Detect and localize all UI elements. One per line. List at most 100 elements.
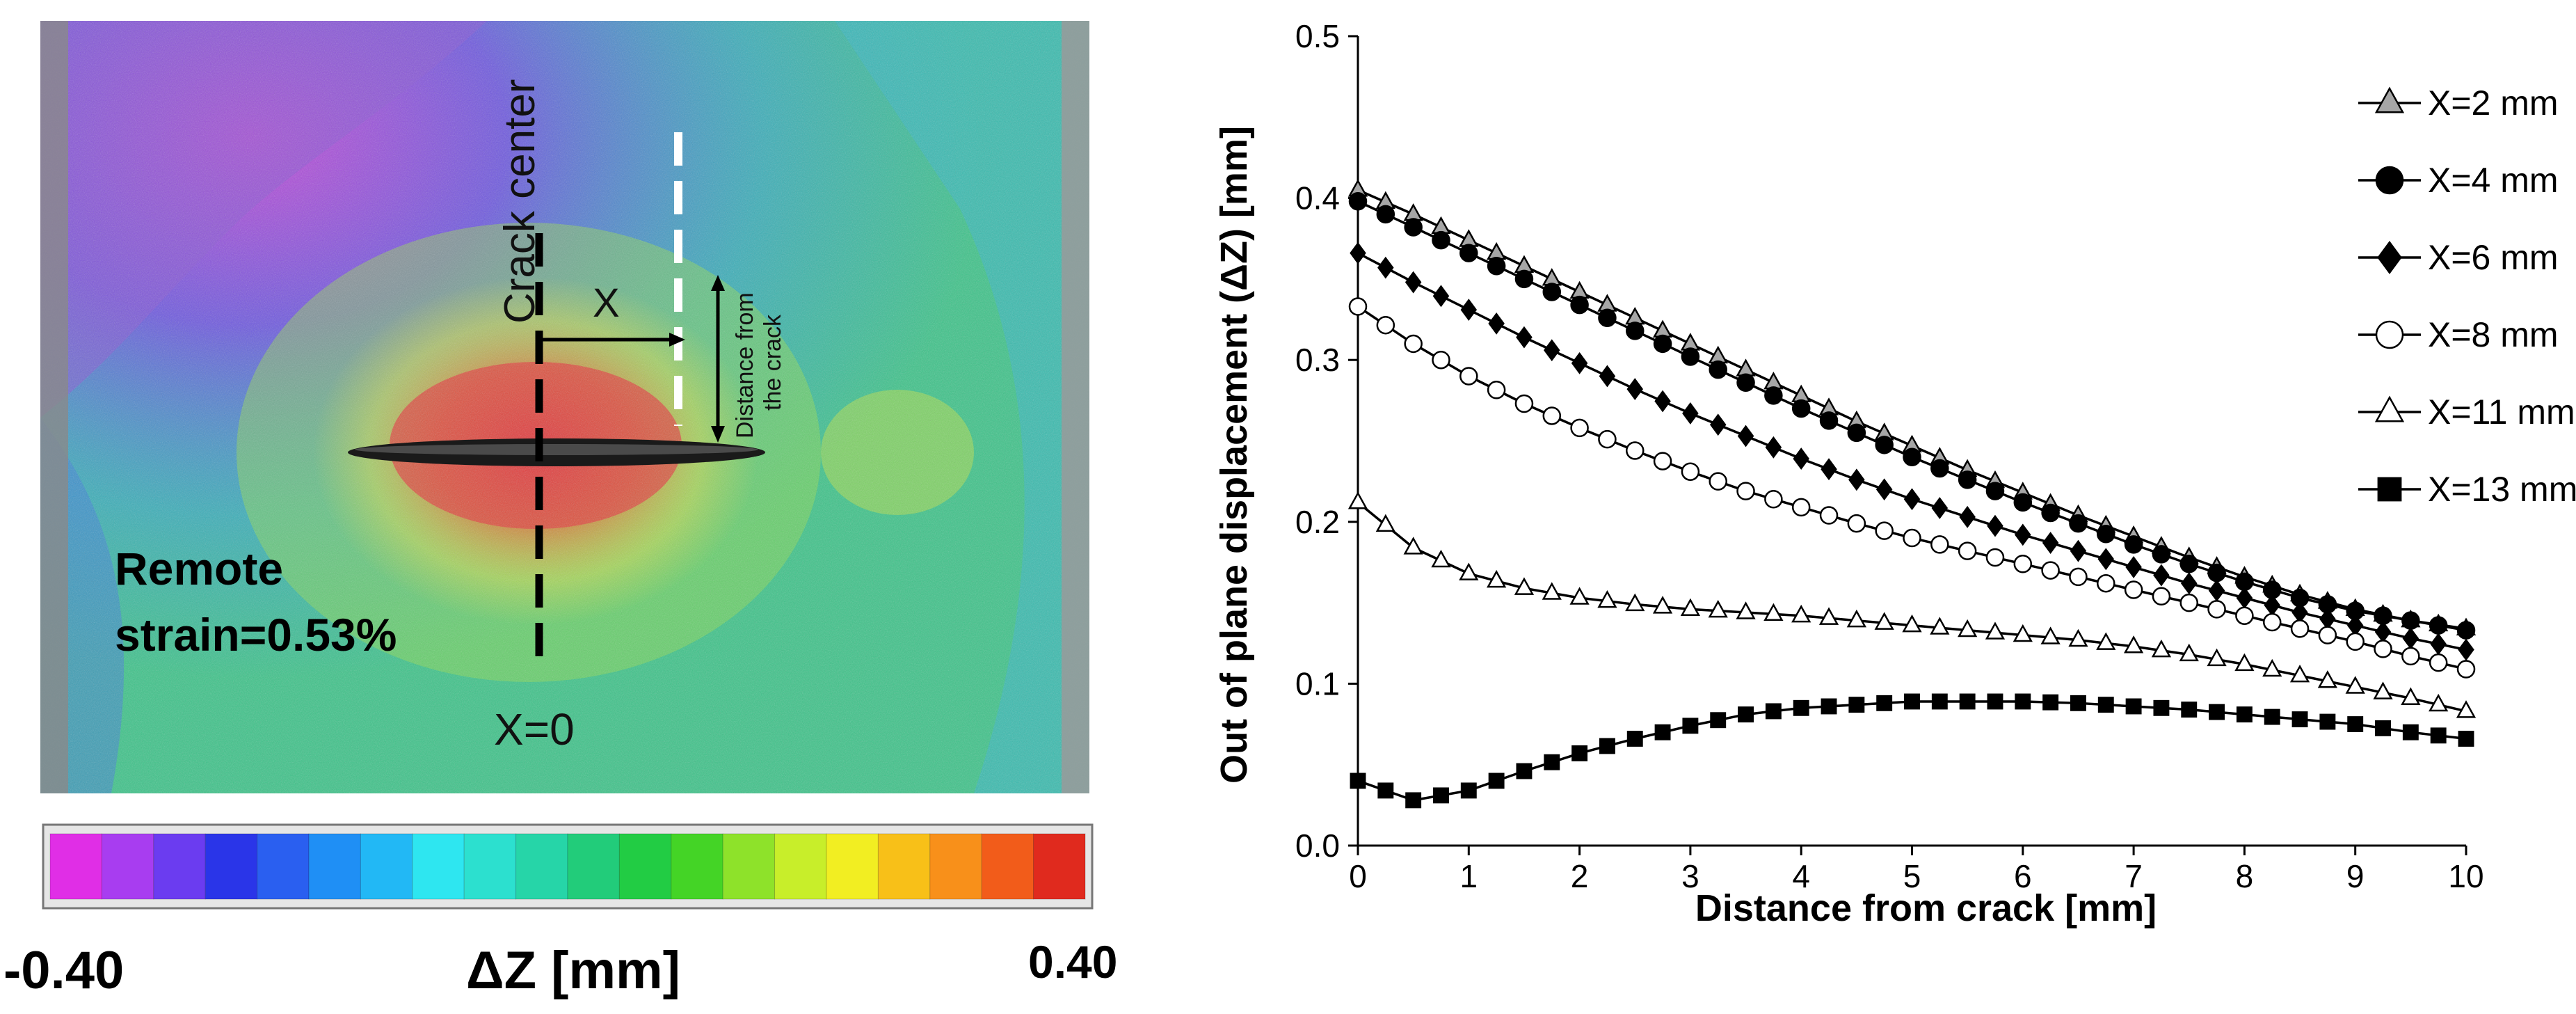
data-point xyxy=(1737,425,1754,447)
data-point xyxy=(2401,647,2420,666)
data-point xyxy=(2015,523,2031,546)
data-point xyxy=(1682,718,1699,734)
data-point xyxy=(1876,695,1893,711)
x-tick-label: 5 xyxy=(1903,858,1921,894)
colorbar-cell xyxy=(153,833,206,900)
data-point xyxy=(1376,205,1395,224)
colorbar-cell xyxy=(981,833,1034,900)
data-point xyxy=(2097,548,2115,571)
data-point xyxy=(1376,315,1395,335)
y-tick-label: 0.1 xyxy=(1295,665,1340,702)
x-axis-label: Distance from crack [mm] xyxy=(1695,887,2157,929)
data-point xyxy=(2152,545,2171,564)
x-tick-label: 9 xyxy=(2346,858,2365,894)
colorbar-cell xyxy=(412,833,465,900)
data-point xyxy=(2207,563,2226,583)
colorbar-cell xyxy=(567,833,620,900)
data-point xyxy=(1821,458,1837,481)
x-tick-label: 8 xyxy=(2236,858,2254,894)
data-point xyxy=(2458,731,2474,747)
distance-label-line1: Distance from xyxy=(732,292,758,438)
data-point xyxy=(2430,633,2447,656)
x-tick-label: 1 xyxy=(1460,858,1478,894)
data-point xyxy=(1347,491,1368,509)
data-point xyxy=(1682,402,1699,425)
data-point xyxy=(1432,230,1450,250)
colorbar-cell xyxy=(722,833,776,900)
data-point xyxy=(2346,614,2364,637)
x-label: X xyxy=(593,280,620,326)
data-point xyxy=(1710,712,1727,729)
data-point xyxy=(1405,792,1422,809)
legend-marker xyxy=(2374,395,2405,422)
data-point xyxy=(1570,295,1589,315)
legend-label: X=13 mm xyxy=(2428,470,2576,509)
data-point xyxy=(1875,436,1894,454)
data-point xyxy=(1874,612,1894,630)
data-point xyxy=(1875,521,1894,540)
data-point xyxy=(1681,462,1700,481)
data-point xyxy=(1433,787,1449,804)
data-point xyxy=(1516,763,1533,779)
data-point xyxy=(1903,528,1921,548)
data-point xyxy=(2153,699,2170,716)
data-point xyxy=(2347,716,2364,732)
data-point xyxy=(1958,619,1978,637)
x-tick-label: 7 xyxy=(2125,858,2143,894)
data-point xyxy=(2401,611,2420,630)
data-point xyxy=(1460,299,1478,321)
legend-item: X=8 mm xyxy=(2358,315,2559,354)
data-point xyxy=(1764,489,1783,509)
data-point xyxy=(2429,616,2448,635)
data-point xyxy=(1432,285,1450,308)
data-point xyxy=(1488,312,1505,335)
data-point xyxy=(2069,567,2088,587)
data-point xyxy=(2209,704,2225,720)
data-point xyxy=(2374,621,2392,643)
data-point xyxy=(2153,564,2170,587)
colorbar-min-label: -0.40 xyxy=(3,941,124,1000)
data-point xyxy=(2013,624,2033,642)
data-point xyxy=(1709,360,1727,379)
data-point xyxy=(1736,373,1755,393)
data-point xyxy=(2290,619,2310,638)
data-point xyxy=(1904,693,1920,710)
series-x-8-mm xyxy=(1348,297,2476,679)
data-point xyxy=(1570,418,1589,438)
data-point xyxy=(1848,468,1865,491)
data-point xyxy=(2179,643,2199,662)
data-point xyxy=(2207,600,2226,619)
legend-marker xyxy=(2375,320,2404,349)
legend-label: X=11 mm xyxy=(2428,393,2575,431)
data-point xyxy=(1514,577,1535,595)
series-x-13-mm xyxy=(1350,693,2474,809)
data-point xyxy=(1542,406,1562,425)
data-point xyxy=(1542,582,1562,600)
data-point xyxy=(2317,670,2337,688)
data-point xyxy=(1488,773,1505,789)
data-point xyxy=(2319,608,2336,631)
data-point xyxy=(1931,497,1949,519)
data-point xyxy=(1709,472,1727,491)
data-point xyxy=(2013,555,2033,573)
data-point xyxy=(1460,782,1477,799)
legend-label: X=6 mm xyxy=(2428,238,2559,277)
data-point xyxy=(1959,693,1976,710)
data-point xyxy=(1987,693,2003,710)
data-point xyxy=(1375,514,1395,532)
data-point xyxy=(1736,601,1756,619)
data-point xyxy=(1848,697,1865,713)
colorbar-cell xyxy=(463,833,517,900)
data-point xyxy=(2236,706,2253,723)
data-point xyxy=(1626,731,1643,747)
data-point xyxy=(1459,562,1479,580)
chart-legend: X=2 mm X=4 mm X=6 mm X=8 mm X=11 mm X=13 mm xyxy=(2358,84,2576,509)
data-point xyxy=(1791,498,1811,517)
y-axis-label: Out of plane displacement (ΔZ) [mm] xyxy=(1213,126,1255,784)
data-point xyxy=(1708,599,1728,618)
data-point xyxy=(1487,380,1506,399)
data-point xyxy=(1930,459,1949,478)
data-point xyxy=(2456,621,2476,640)
data-point xyxy=(2096,632,2116,650)
data-point xyxy=(2070,539,2087,562)
